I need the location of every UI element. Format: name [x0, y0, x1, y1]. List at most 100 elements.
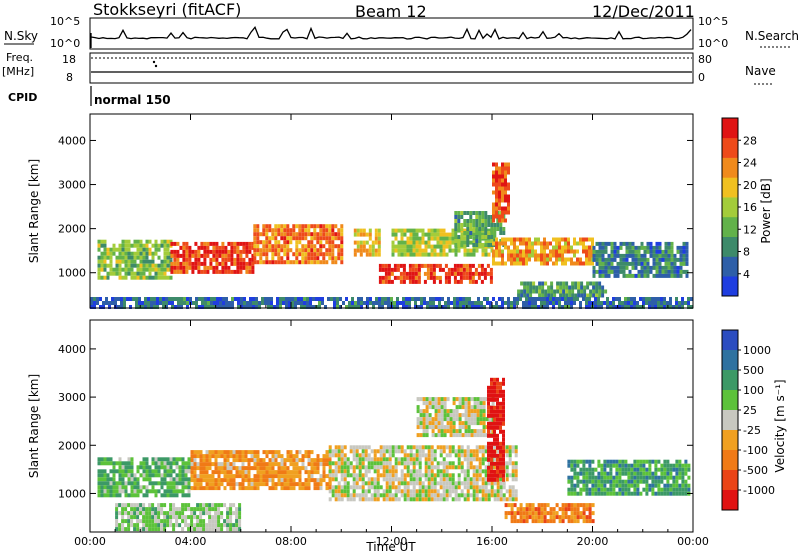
heatmap-cell [337, 445, 341, 450]
heatmap-cell [430, 481, 434, 486]
heatmap-cell [414, 305, 417, 309]
heatmap-cell [526, 293, 530, 298]
heatmap-cell [576, 241, 579, 246]
heatmap-cell [556, 289, 560, 294]
heatmap-cell [253, 486, 257, 491]
heatmap-cell [121, 461, 125, 466]
heatmap-cell [522, 507, 526, 512]
heatmap-cell [276, 301, 279, 305]
heatmap-cell [365, 252, 369, 257]
heatmap-cell [262, 482, 266, 487]
heatmap-cell [574, 281, 578, 286]
heatmap-cell [482, 433, 486, 438]
heatmap-cell [414, 263, 418, 268]
heatmap-cell [211, 523, 215, 528]
heatmap-cell [178, 515, 182, 520]
heatmap-cell [103, 247, 107, 252]
heatmap-cell [346, 465, 350, 470]
heatmap-cell [151, 461, 155, 466]
heatmap-cell [322, 458, 326, 463]
heatmap-cell [437, 417, 441, 422]
heatmap-cell [528, 241, 531, 246]
heatmap-cell [138, 297, 141, 301]
heatmap-cell [247, 458, 251, 463]
heatmap-cell [181, 465, 185, 470]
heatmap-cell [443, 425, 447, 430]
heatmap-cell [595, 289, 599, 294]
heatmap-cell [235, 466, 239, 471]
heatmap-cell [482, 421, 486, 426]
heatmap-cell [310, 224, 314, 229]
heatmap-cell [277, 462, 281, 467]
heatmap-cell [660, 305, 663, 309]
heatmap-cell [247, 478, 251, 483]
heatmap-cell [472, 211, 476, 215]
heatmap-cell [310, 462, 314, 467]
heatmap-cell [573, 467, 577, 472]
heatmap-cell [367, 481, 371, 486]
heatmap-cell [498, 261, 501, 266]
heatmap-cell [340, 240, 344, 245]
heatmap-cell [438, 263, 442, 268]
heatmap-cell [358, 461, 362, 466]
heatmap-cell [112, 465, 116, 470]
colorbar-tick-label: 100 [743, 384, 764, 397]
heatmap-cell [136, 507, 140, 512]
heatmap-cell [422, 397, 426, 402]
heatmap-cell [307, 244, 311, 249]
heatmap-cell [248, 265, 252, 270]
heatmap-cell [502, 469, 505, 474]
heatmap-cell [109, 461, 113, 466]
heatmap-cell [388, 485, 392, 490]
heatmap-cell [376, 493, 380, 498]
heatmap-cell [232, 482, 236, 487]
heatmap-cell [463, 497, 467, 502]
heatmap-cell [236, 241, 240, 246]
heatmap-cell [333, 301, 336, 305]
heatmap-cell [249, 297, 252, 301]
heatmap-cell [627, 471, 631, 476]
heatmap-cell [684, 467, 688, 472]
heatmap-cell [221, 241, 225, 246]
heatmap-cell [562, 281, 566, 286]
heatmap-cell [600, 487, 604, 492]
heatmap-cell [409, 493, 413, 498]
heatmap-cell [523, 289, 527, 294]
heatmap-cell [277, 470, 281, 475]
heatmap-cell [378, 297, 381, 301]
heatmap-cell [633, 483, 637, 488]
heatmap-cell [675, 459, 679, 464]
heatmap-cell [592, 281, 596, 286]
heatmap-cell [463, 473, 467, 478]
heatmap-cell [313, 470, 317, 475]
heatmap-cell [643, 245, 647, 250]
heatmap-cell [462, 271, 466, 276]
heatmap-cell [576, 257, 579, 262]
heatmap-cell [196, 478, 200, 483]
heatmap-cell [493, 227, 497, 231]
heatmap-cell [267, 301, 270, 305]
heatmap-cell [375, 301, 378, 305]
heatmap-cell [480, 271, 484, 276]
heatmap-cell [367, 453, 371, 458]
heatmap-cell [97, 243, 101, 248]
heatmap-cell [124, 527, 128, 532]
heatmap-cell [246, 305, 249, 309]
heatmap-cell [402, 297, 405, 301]
heatmap-cell [460, 211, 464, 215]
heatmap-cell [475, 469, 479, 474]
heatmap-cell [236, 245, 240, 250]
heatmap-cell [403, 477, 407, 482]
heatmap-cell [442, 481, 446, 486]
heatmap-cell [678, 463, 682, 468]
heatmap-cell [473, 409, 477, 414]
heatmap-cell [352, 457, 356, 462]
heatmap-cell [334, 224, 338, 229]
heatmap-cell [154, 457, 158, 462]
heatmap-cell [371, 248, 375, 253]
heatmap-cell [396, 301, 399, 305]
heatmap-cell [567, 257, 570, 262]
heatmap-cell [256, 236, 260, 241]
heatmap-cell [377, 240, 381, 245]
heatmap-cell [478, 223, 482, 227]
